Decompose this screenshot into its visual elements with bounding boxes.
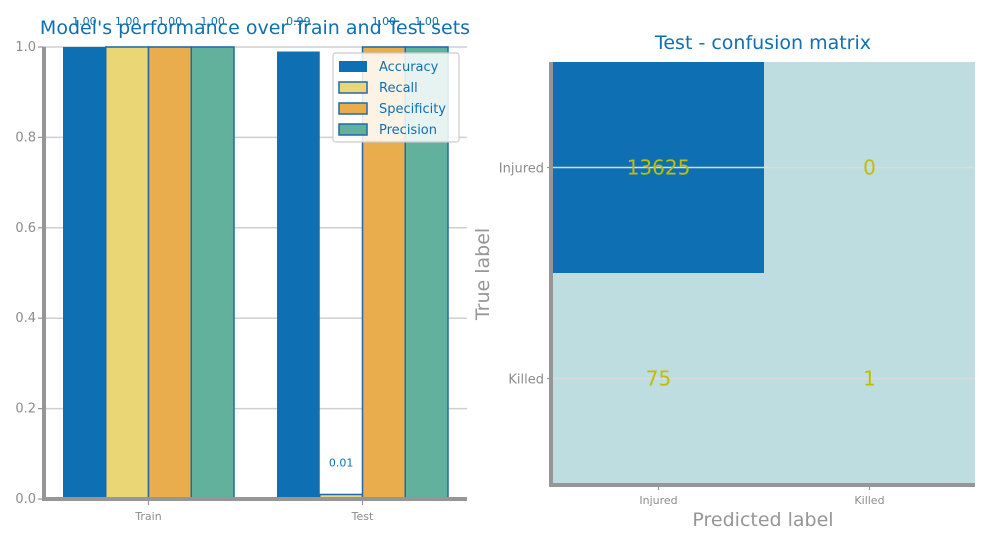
legend-label: Specificity bbox=[379, 102, 446, 117]
bar bbox=[63, 47, 106, 499]
legend-label: Recall bbox=[379, 81, 418, 96]
y-tick-label: 1.0 bbox=[15, 40, 36, 55]
legend-swatch bbox=[338, 81, 368, 94]
legend-box bbox=[332, 52, 460, 143]
bar-chart-axes bbox=[42, 47, 467, 501]
bar-value-label: 1.00 bbox=[158, 15, 183, 28]
bar-chart-legend: Accuracy Recall Specificity Precision bbox=[332, 52, 460, 143]
y-tick-label: 0.2 bbox=[15, 402, 36, 417]
confusion-matrix-chart: 13625 0 75 1 Injured Killed Injured Killed Tes… bbox=[472, 32, 975, 531]
bar-value-label: 1.00 bbox=[200, 15, 225, 28]
matrix-cell-value: 1 bbox=[863, 367, 876, 391]
y-tick-label: 0.0 bbox=[15, 492, 36, 507]
bar-chart-ticks: 0.0 0.2 0.4 0.6 0.8 1.0 Train Test bbox=[15, 40, 374, 523]
legend-label: Accuracy bbox=[379, 60, 439, 75]
confusion-matrix-cells: 13625 0 75 1 bbox=[553, 62, 975, 484]
bar-value-label: 1.00 bbox=[372, 15, 397, 28]
bar-value-label: 0.01 bbox=[329, 456, 354, 469]
bar bbox=[105, 46, 150, 500]
bar-value-label: 0.99 bbox=[286, 15, 311, 28]
y-tick-label: Killed bbox=[508, 373, 544, 388]
confusion-matrix-title: Test - confusion matrix bbox=[654, 32, 871, 54]
confusion-matrix-axes: Injured Killed Injured Killed bbox=[499, 62, 975, 507]
y-tick-label: Injured bbox=[499, 162, 544, 177]
x-tick-label: Injured bbox=[639, 494, 677, 507]
matrix-cell-value: 75 bbox=[646, 367, 671, 391]
confusion-matrix-ylabel: True label bbox=[472, 228, 494, 321]
bar bbox=[277, 51, 320, 500]
bar-chart-value-labels: 1.00 1.00 1.00 1.00 0.99 0.01 1.00 1.00 bbox=[72, 15, 439, 469]
legend-swatch bbox=[338, 123, 368, 136]
bar-chart-bars bbox=[63, 46, 449, 500]
x-tick-label: Train bbox=[134, 510, 161, 523]
legend-label: Precision bbox=[379, 123, 437, 138]
bar bbox=[147, 46, 192, 500]
bar bbox=[190, 46, 235, 500]
matrix-cell-value: 0 bbox=[863, 156, 876, 180]
y-tick-label: 0.6 bbox=[15, 221, 36, 236]
y-tick-label: 0.4 bbox=[15, 311, 36, 326]
legend-swatch bbox=[338, 102, 368, 115]
legend-swatch bbox=[339, 61, 367, 72]
bar-value-label: 1.00 bbox=[414, 15, 439, 28]
confusion-matrix-xlabel: Predicted label bbox=[692, 509, 833, 531]
bar-chart-title: Model's performance over Train and Test … bbox=[40, 17, 470, 39]
bar-value-label: 1.00 bbox=[72, 15, 97, 28]
bar-value-label: 1.00 bbox=[115, 15, 140, 28]
x-tick-label: Test bbox=[351, 510, 374, 523]
x-tick-label: Killed bbox=[854, 494, 884, 507]
matrix-cell-value: 13625 bbox=[627, 156, 691, 180]
y-tick-label: 0.8 bbox=[15, 130, 36, 145]
